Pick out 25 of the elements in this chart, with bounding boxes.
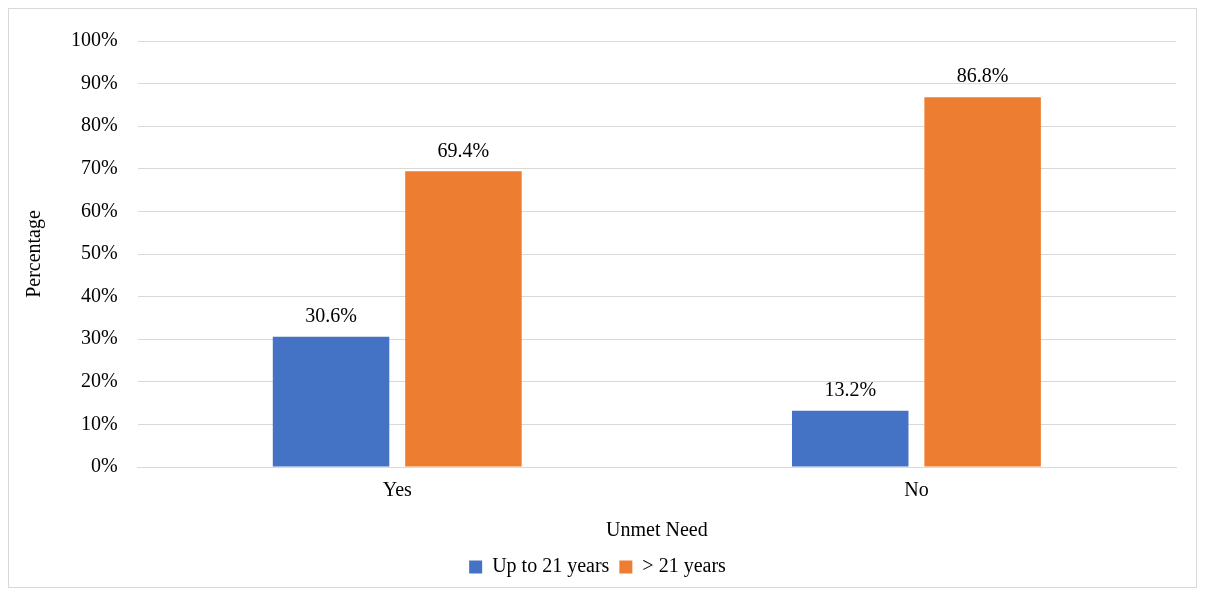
y-tick-label: 30% [80, 326, 118, 349]
y-tick-label: 80% [80, 113, 118, 136]
y-tick-label: 20% [80, 369, 118, 392]
y-tick-label: 70% [80, 156, 118, 179]
x-tick-label: No [904, 478, 929, 501]
bar [924, 97, 1041, 467]
legend-label: > 21 years [642, 554, 727, 578]
data-label: 13.2% [824, 378, 877, 401]
bar [405, 171, 522, 467]
y-tick-label: 0% [90, 454, 118, 477]
bar [791, 410, 909, 467]
y-axis-title: Percentage [22, 210, 46, 298]
y-tick-label: 100% [70, 28, 118, 51]
y-tick-label: 60% [80, 198, 118, 221]
bar [272, 336, 390, 467]
y-tick-label: 40% [80, 283, 118, 306]
y-tick-label: 90% [80, 70, 118, 93]
data-label: 69.4% [437, 138, 490, 161]
data-label: 30.6% [305, 303, 357, 326]
x-tick-label: Yes [382, 478, 413, 501]
x-axis-title: Unmet Need [606, 518, 708, 541]
y-tick-label: 50% [80, 241, 118, 264]
data-label: 86.8% [956, 64, 1009, 87]
y-tick-label: 10% [80, 411, 118, 434]
legend-label: Up to 21 years [492, 554, 610, 578]
